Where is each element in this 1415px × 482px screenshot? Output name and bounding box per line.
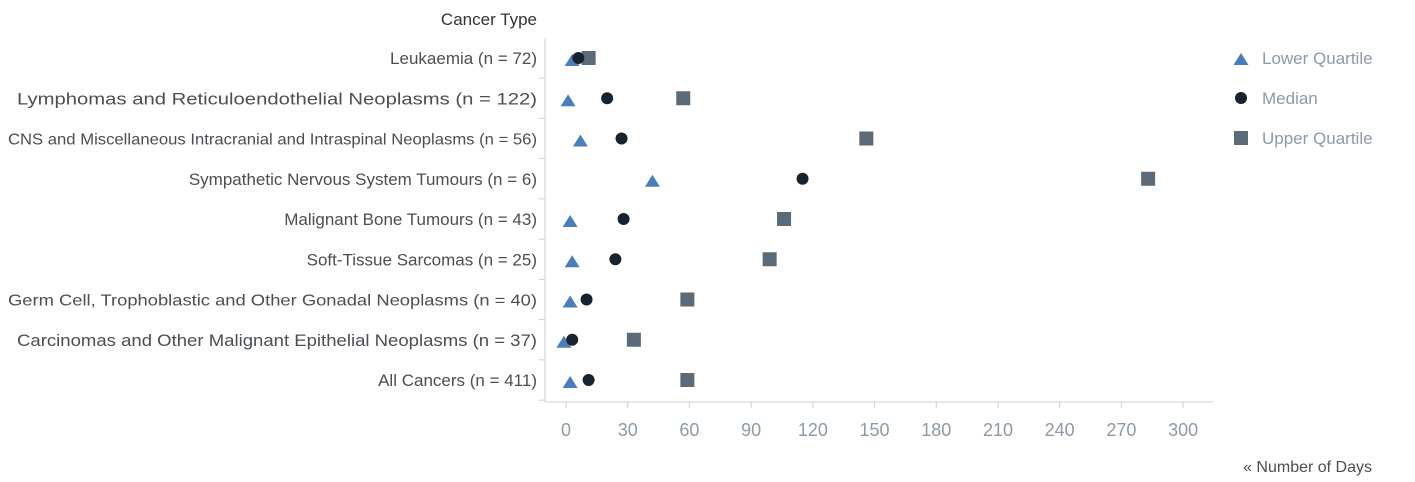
legend-marker-circle xyxy=(1235,92,1247,104)
series-square xyxy=(581,51,1156,387)
x-tick-label: 0 xyxy=(561,420,571,440)
x-tick-label: 270 xyxy=(1106,420,1136,440)
x-tick-labels: 0 30 60 90 120 150 180 210 240 270 300 xyxy=(561,402,1198,440)
x-tick-label: 180 xyxy=(921,420,951,440)
data-point-triangle xyxy=(644,174,660,187)
category-label: Leukaemia (n = 72) xyxy=(390,49,537,68)
legend-label: Median xyxy=(1262,89,1318,108)
data-point-square xyxy=(676,91,691,106)
category-label: Malignant Bone Tumours (n = 43) xyxy=(284,210,537,229)
x-tick-label: 60 xyxy=(679,420,699,440)
data-marks xyxy=(556,51,1156,388)
legend: Lower Quartile Median Upper Quartile xyxy=(1233,49,1373,148)
x-tick-label: 300 xyxy=(1168,420,1198,440)
data-point-triangle xyxy=(560,94,576,107)
category-label: All Cancers (n = 411) xyxy=(378,371,537,390)
y-axis-title: Cancer Type xyxy=(441,10,537,29)
x-axis-title: « Number of Days xyxy=(1243,459,1372,476)
data-point-square xyxy=(680,292,695,307)
legend-marker-triangle xyxy=(1233,53,1249,65)
series-circle xyxy=(566,52,809,386)
x-tick-label: 120 xyxy=(798,420,828,440)
data-point-circle xyxy=(796,172,809,185)
legend-label: Upper Quartile xyxy=(1262,129,1373,148)
data-point-circle xyxy=(572,52,585,64)
category-label: Carcinomas and Other Malignant Epithelia… xyxy=(17,331,537,350)
data-point-circle xyxy=(601,92,614,105)
data-point-square xyxy=(1141,171,1156,186)
category-labels: Leukaemia (n = 72) Lymphomas and Reticulo… xyxy=(8,49,537,390)
data-point-square xyxy=(680,373,695,387)
category-label: Germ Cell, Trophoblastic and Other Gonad… xyxy=(8,293,537,310)
data-point-triangle xyxy=(562,215,578,227)
x-tick-label: 150 xyxy=(860,420,890,440)
x-tick-label: 210 xyxy=(983,420,1013,440)
x-tick-label: 240 xyxy=(1045,420,1075,440)
category-label: Soft-Tissue Sarcomas (n = 25) xyxy=(307,250,537,269)
data-point-circle xyxy=(566,333,579,346)
category-label: Lymphomas and Reticuloendothelial Neopla… xyxy=(17,89,537,108)
data-point-square xyxy=(859,131,874,146)
data-point-triangle xyxy=(556,335,572,348)
category-label: Sympathetic Nervous System Tumours (n = … xyxy=(189,170,537,189)
data-point-square xyxy=(777,212,792,226)
data-point-circle xyxy=(580,293,593,306)
data-point-circle xyxy=(617,213,630,225)
legend-marker-square xyxy=(1234,131,1248,145)
data-point-triangle xyxy=(564,255,580,268)
data-point-circle xyxy=(609,253,622,266)
category-label: CNS and Miscellaneous Intracranial and I… xyxy=(8,132,537,149)
data-point-circle xyxy=(582,374,595,386)
axes xyxy=(539,38,1213,403)
data-point-square xyxy=(581,51,596,65)
x-tick-label: 30 xyxy=(618,420,638,440)
data-point-square xyxy=(762,252,777,267)
data-point-triangle xyxy=(562,376,578,388)
data-point-triangle xyxy=(572,134,588,147)
legend-label: Lower Quartile xyxy=(1262,49,1373,68)
data-point-square xyxy=(626,332,641,347)
data-point-triangle xyxy=(562,295,578,308)
data-point-circle xyxy=(615,132,628,145)
x-tick-label: 90 xyxy=(741,420,761,440)
